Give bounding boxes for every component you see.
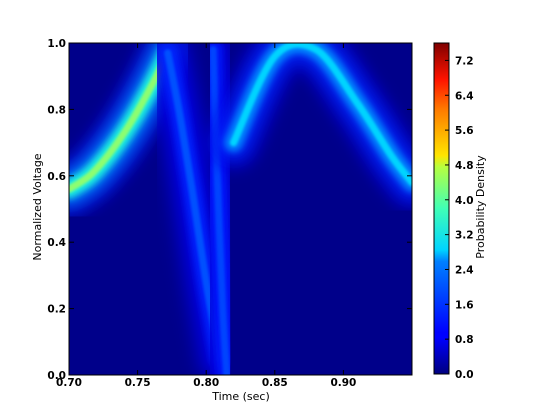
density-band — [185, 43, 255, 375]
x-tick-label: 0.80 — [193, 377, 219, 389]
colorbar-tick-label: 6.4 — [455, 90, 474, 102]
x-tick-label: 0.70 — [56, 377, 82, 389]
x-axis-ticks: 0.70 0.75 0.80 0.85 0.90 — [56, 43, 356, 389]
colorbar-tick-label: 3.2 — [455, 230, 474, 242]
colorbar — [433, 42, 450, 375]
colorbar-tick-label: 7.2 — [455, 55, 474, 67]
y-tick-label: 0.0 — [47, 370, 66, 382]
x-tick-label: 0.90 — [330, 377, 356, 389]
density-band-layer — [209, 46, 231, 375]
y-tick-label: 0.6 — [47, 171, 66, 183]
y-tick-label: 0.2 — [47, 304, 66, 316]
colorbar-tick-label: 1.6 — [455, 299, 474, 311]
colorbar-tick-label: 4.0 — [455, 195, 474, 207]
x-tick-label: 0.75 — [125, 377, 151, 389]
y-tick-label: 0.8 — [47, 104, 66, 116]
density-bands — [69, 43, 412, 375]
colorbar-label: Probability Density — [474, 155, 487, 259]
colorbar-ticks: 0.0 0.8 1.6 2.4 3.2 4.0 4.8 5.6 6.4 7.2 — [445, 55, 474, 381]
density-band — [205, 43, 412, 211]
density-band-layer — [230, 43, 412, 186]
y-tick-label: 0.4 — [47, 237, 66, 249]
x-axis-label: Time (sec) — [211, 390, 270, 403]
colorbar-tick-label: 2.4 — [455, 264, 474, 276]
plot-frame — [68, 42, 413, 376]
y-axis-label: Normalized Voltage — [31, 153, 44, 260]
colorbar-tick-label: 5.6 — [455, 125, 474, 137]
x-tick-label: 0.85 — [262, 377, 288, 389]
y-axis-ticks: 0.0 0.2 0.4 0.6 0.8 1.0 — [47, 38, 412, 382]
colorbar-tick-label: 4.8 — [455, 160, 474, 172]
colorbar-tick-label: 0.8 — [455, 334, 474, 346]
colorbar-tick-label: 0.0 — [455, 369, 474, 381]
y-tick-label: 1.0 — [47, 38, 66, 50]
